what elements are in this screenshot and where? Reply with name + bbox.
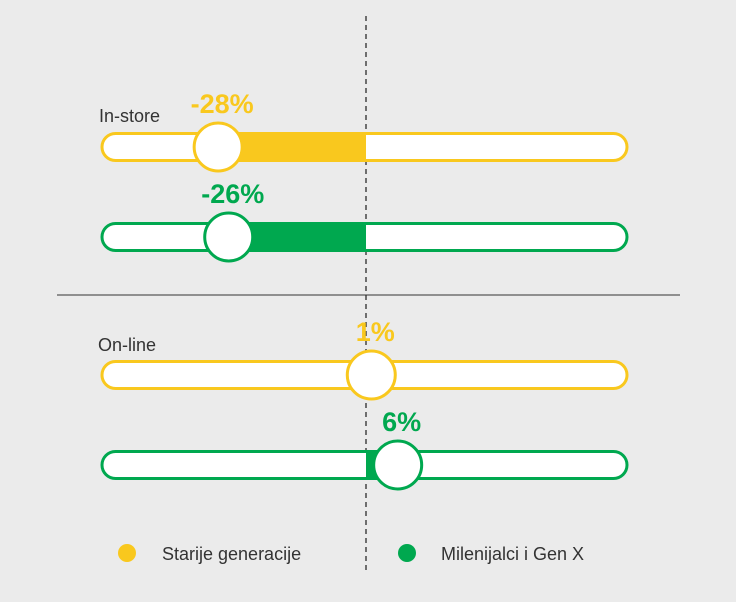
bars-layer: -28% -26% 1% 6% [100,89,629,491]
legend-label-milenijalci-gen-x: Milenijalci i Gen X [441,544,584,564]
value-label-in-store-milenijalci-i-gen-x: -26% [201,179,264,209]
value-label-on-line-starije-generacije: 1% [356,317,395,347]
group-label-on-line: On-line [98,335,156,355]
legend-swatch-starije-generacije [118,544,136,562]
value-label-on-line-milenijalci-i-gen-x: 6% [382,407,421,437]
marker-in-store-milenijalci-i-gen-x [203,211,255,263]
legend-swatch-milenijalci-gen-x [398,544,416,562]
marker-on-line-starije-generacije [345,349,397,401]
group-label-in-store: In-store [99,106,160,126]
marker-in-store-starije-generacije [192,121,244,173]
track-on-line-milenijalci-i-gen-x [100,450,629,480]
value-label-in-store-starije-generacije: -28% [191,89,254,119]
legend-label-starije-generacije: Starije generacije [162,544,301,564]
marker-on-line-milenijalci-i-gen-x [372,439,424,491]
